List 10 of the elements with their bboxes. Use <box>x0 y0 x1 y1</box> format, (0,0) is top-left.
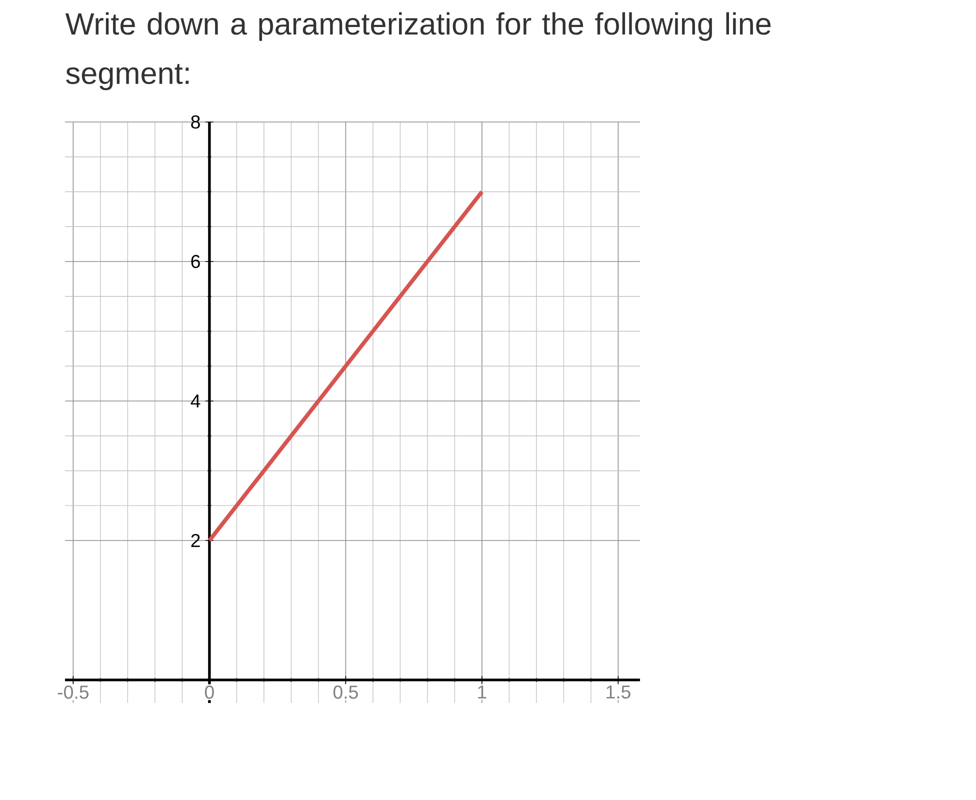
chart-title: Write down a parameterization for the following line segment: <box>65 12 771 90</box>
x-tick-label: 1 <box>478 686 486 698</box>
x-tick-label: -0.5 <box>58 686 88 699</box>
y-tick-label: 6 <box>191 254 200 268</box>
y-tick-label: 8 <box>191 115 200 129</box>
y-tick-label: 2 <box>191 534 200 547</box>
x-tick-label: 1.5 <box>606 686 630 699</box>
x-tick-label: 0 <box>204 686 214 699</box>
y-tick-label: 4 <box>190 394 200 408</box>
x-tick-label: 0.5 <box>333 686 358 699</box>
